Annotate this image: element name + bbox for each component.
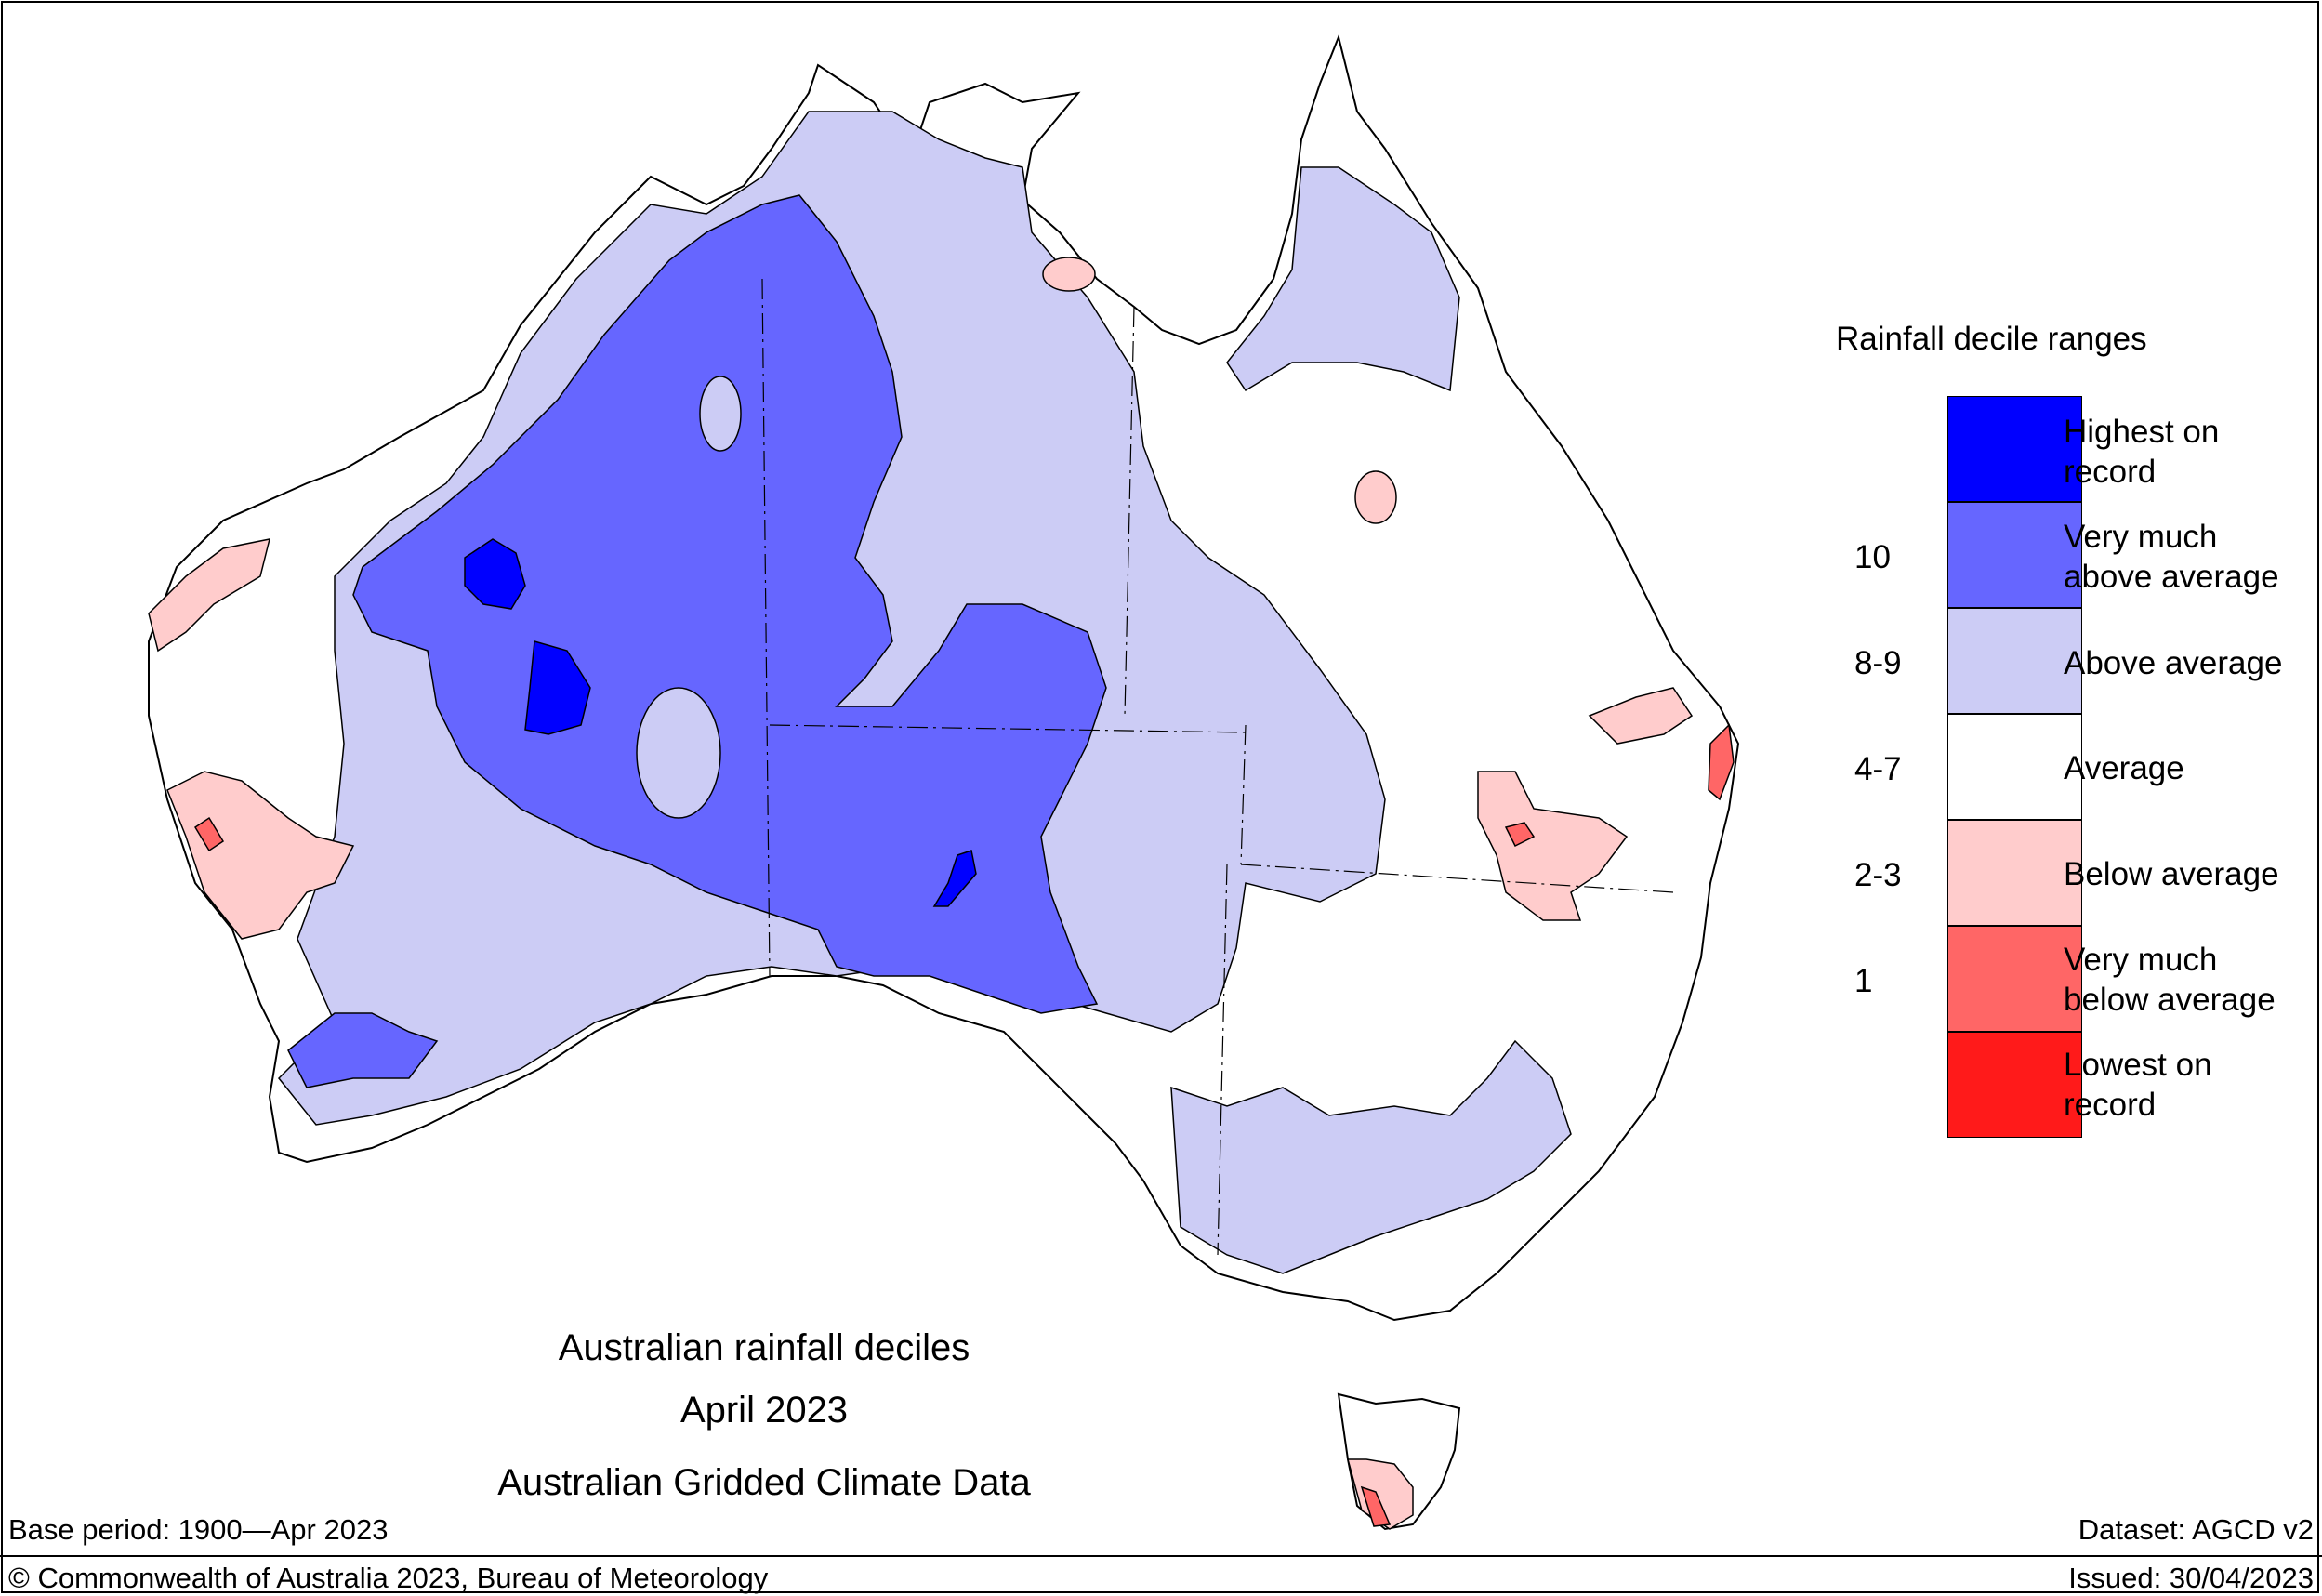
tasmania-below-average bbox=[1347, 1458, 1414, 1530]
issued-date: Issued: 30/04/2023 bbox=[2068, 1562, 2314, 1594]
below-average-patch-qld-north bbox=[1354, 470, 1397, 524]
below-average-region-qld-coast bbox=[1588, 687, 1694, 745]
legend-label-above: Above average bbox=[2064, 645, 2283, 681]
dataset-label: Dataset: AGCD v2 bbox=[2078, 1513, 2314, 1546]
below-average-region-nw bbox=[148, 538, 271, 653]
legend-label-very-much-below: Very much below average bbox=[2064, 942, 2276, 1018]
highest-on-record-patch-2 bbox=[524, 640, 591, 735]
decile-label-4-7: 4-7 bbox=[1854, 751, 1902, 787]
legend-label-highest: Highest on record bbox=[2064, 414, 2220, 490]
highest-on-record-patch-3 bbox=[932, 850, 977, 907]
above-average-patch-north bbox=[699, 376, 742, 452]
legend-label-lowest: Lowest on record bbox=[2064, 1047, 2212, 1123]
legend-label-very-much-above: Very much above average bbox=[2064, 519, 2279, 595]
map-source: Australian Gridded Climate Data bbox=[497, 1462, 1031, 1503]
footer-divider bbox=[0, 1555, 2322, 1557]
decile-label-10: 10 bbox=[1854, 539, 1891, 575]
above-average-region-qld bbox=[1226, 166, 1460, 392]
very-much-below-average-patch-east-coast bbox=[1708, 723, 1735, 801]
below-average-patch-cape bbox=[1042, 257, 1096, 292]
map-period: April 2023 bbox=[679, 1390, 849, 1431]
above-average-region-southeast bbox=[1170, 1039, 1572, 1274]
highest-on-record-patch-1 bbox=[464, 538, 526, 610]
legend-label-below: Below average bbox=[2064, 856, 2279, 892]
above-average-patch-central bbox=[636, 687, 721, 819]
decile-label-8-9: 8-9 bbox=[1854, 645, 1902, 681]
legend-swatch-below bbox=[1947, 820, 2082, 926]
legend-swatch-average bbox=[1947, 714, 2082, 820]
state-borders bbox=[761, 278, 1674, 1256]
legend-swatch-above bbox=[1947, 608, 2082, 714]
very-much-below-average-patch-sw bbox=[193, 816, 225, 852]
decile-label-2-3: 2-3 bbox=[1854, 857, 1902, 893]
below-average-region-sw bbox=[166, 771, 355, 940]
legend-swatch-very-much-above bbox=[1947, 502, 2082, 608]
very-much-above-average-region bbox=[352, 194, 1107, 1014]
legend-label-average: Average bbox=[2064, 750, 2184, 786]
legend-swatch-highest bbox=[1947, 396, 2082, 502]
below-average-region-qld-inland bbox=[1477, 771, 1629, 921]
very-much-below-average-patch-qld bbox=[1504, 822, 1536, 848]
very-much-above-average-sw bbox=[287, 1012, 439, 1088]
tasmania-very-much-below bbox=[1360, 1485, 1392, 1527]
legend-title: Rainfall decile ranges bbox=[1836, 321, 2147, 357]
copyright: © Commonwealth of Australia 2023, Bureau… bbox=[8, 1562, 769, 1594]
legend-swatch-very-much-below bbox=[1947, 926, 2082, 1032]
map-title: Australian rainfall deciles bbox=[558, 1327, 970, 1368]
base-period: Base period: 1900—Apr 2023 bbox=[8, 1513, 389, 1546]
decile-label-1: 1 bbox=[1854, 963, 1873, 999]
legend-swatch-lowest bbox=[1947, 1032, 2082, 1138]
